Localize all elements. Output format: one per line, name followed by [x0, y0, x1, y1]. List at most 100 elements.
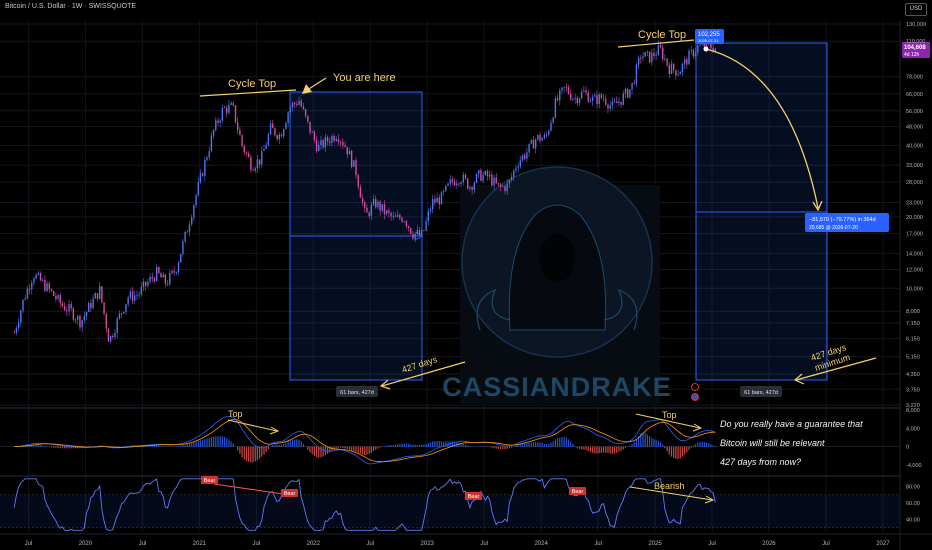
candle-body	[346, 147, 348, 155]
price-axis[interactable]: 130,000 110,000 78,000 66,000 56,000 48,000 40…	[899, 20, 926, 550]
candle-body	[298, 100, 300, 105]
macd-histogram-bar	[318, 446, 320, 458]
macd-histogram-bar	[274, 444, 276, 447]
macd-histogram-bar	[156, 445, 158, 447]
candle-body	[410, 227, 412, 234]
candle-body	[39, 273, 42, 281]
projection-start-dot	[703, 46, 709, 52]
macd-histogram-bar	[221, 436, 223, 447]
candle-body	[423, 230, 425, 232]
candle-body	[659, 45, 662, 48]
candle-body	[651, 52, 653, 63]
candle-body	[635, 64, 638, 84]
candle-body	[495, 177, 497, 184]
candle-body	[313, 132, 316, 140]
candle-body	[567, 87, 570, 94]
svg-text:Bear: Bear	[572, 489, 584, 495]
symbol-header: Bitcoin / U.S. Dollar · 1W · SWISSQUOTE	[5, 3, 137, 10]
candle-body	[315, 139, 318, 151]
price-tick-label: 12,000	[906, 267, 923, 273]
currency-button[interactable]: USD	[905, 3, 927, 16]
candle-body	[107, 328, 110, 342]
macd-histogram-bar	[53, 446, 55, 448]
macd-histogram-bar	[399, 444, 401, 447]
macd-histogram-bar	[432, 441, 434, 447]
macd-histogram-bar	[510, 446, 513, 448]
candle-body	[670, 63, 673, 74]
candle-body	[596, 95, 598, 105]
candle-body	[460, 182, 462, 184]
candle-body	[287, 112, 289, 123]
candle-body	[289, 107, 291, 113]
macd-histogram-bar	[598, 446, 600, 454]
macd-histogram-bar	[326, 446, 329, 454]
days-arrow-left	[379, 361, 466, 390]
macd-histogram-bar	[583, 446, 585, 450]
macd-histogram-bar	[653, 439, 655, 447]
macd-histogram-bar	[217, 436, 219, 447]
macd-histogram-bar	[259, 446, 261, 459]
candle-body	[506, 183, 508, 192]
macd-histogram-bar	[646, 434, 648, 447]
price-tick-label: 110,000	[906, 39, 925, 45]
rsi-bear-tags: Bear Bear Bear Bear	[201, 476, 586, 500]
candle-body	[480, 170, 482, 181]
candle-body	[519, 160, 522, 167]
candle-body	[302, 106, 305, 110]
candle-body	[541, 138, 543, 141]
macd-histogram-bar	[403, 443, 405, 447]
candle-body	[101, 286, 103, 303]
candle-body	[28, 288, 31, 290]
question-line-3: 427 days from now?	[720, 457, 802, 467]
top-price-tag: 102,255 2025-07-21	[695, 29, 724, 44]
macd-histogram-bar	[48, 446, 50, 448]
candle-body	[138, 293, 140, 296]
time-tick-label: Jul	[25, 541, 33, 547]
svg-text:Bear: Bear	[204, 478, 216, 484]
macd-histogram-bar	[528, 442, 530, 447]
macd-histogram-bar	[497, 446, 500, 450]
macd-histogram-bar	[414, 444, 416, 447]
macd-histogram-bar	[670, 446, 673, 457]
candle-body	[329, 141, 331, 143]
time-axis[interactable]: Jul 2020 Jul 2021 Jul 2022 Jul 2023 Jul 2024 Jul 20…	[0, 533, 932, 547]
candle-body	[61, 303, 64, 307]
candle-body	[256, 159, 259, 169]
macd-histogram-bar	[605, 446, 607, 453]
candle-body	[591, 96, 594, 101]
time-tick-label: 2020	[79, 541, 93, 547]
candle-body	[15, 328, 18, 333]
candle-body	[513, 170, 515, 177]
macd-histogram-bar	[576, 446, 578, 448]
candle-body	[517, 166, 519, 169]
macd-histogram-bar	[186, 443, 188, 447]
macd-histogram-bar	[675, 446, 677, 459]
candle-body	[331, 136, 333, 143]
candle-body	[247, 153, 250, 158]
candle-body	[576, 97, 578, 103]
candle-body	[258, 159, 261, 165]
candle-body	[320, 140, 322, 145]
macd-histogram-bar	[239, 446, 241, 454]
candle-body	[552, 117, 554, 123]
macd-histogram-bar	[508, 446, 510, 449]
candle-body	[683, 59, 686, 64]
bear-tag-1: Bear	[201, 476, 218, 484]
candle-body	[440, 192, 443, 205]
macd-histogram-bar	[50, 446, 53, 448]
macd-histogram-bar	[662, 444, 664, 447]
candle-body	[134, 295, 136, 301]
candle-body	[199, 173, 202, 183]
time-tick-label: Jul	[822, 541, 830, 547]
macd-histogram-bar	[703, 441, 705, 447]
candle-body	[33, 278, 35, 283]
macd-histogram-bar	[690, 446, 692, 448]
event-icons[interactable]	[691, 383, 699, 401]
macd-histogram-bar	[539, 442, 541, 447]
macd-histogram-bar	[489, 446, 491, 448]
macd-histogram-bar	[655, 440, 657, 447]
macd-histogram-bar	[245, 446, 248, 462]
candle-body	[539, 134, 541, 141]
candle-body	[383, 204, 386, 215]
candle-body	[212, 129, 215, 136]
